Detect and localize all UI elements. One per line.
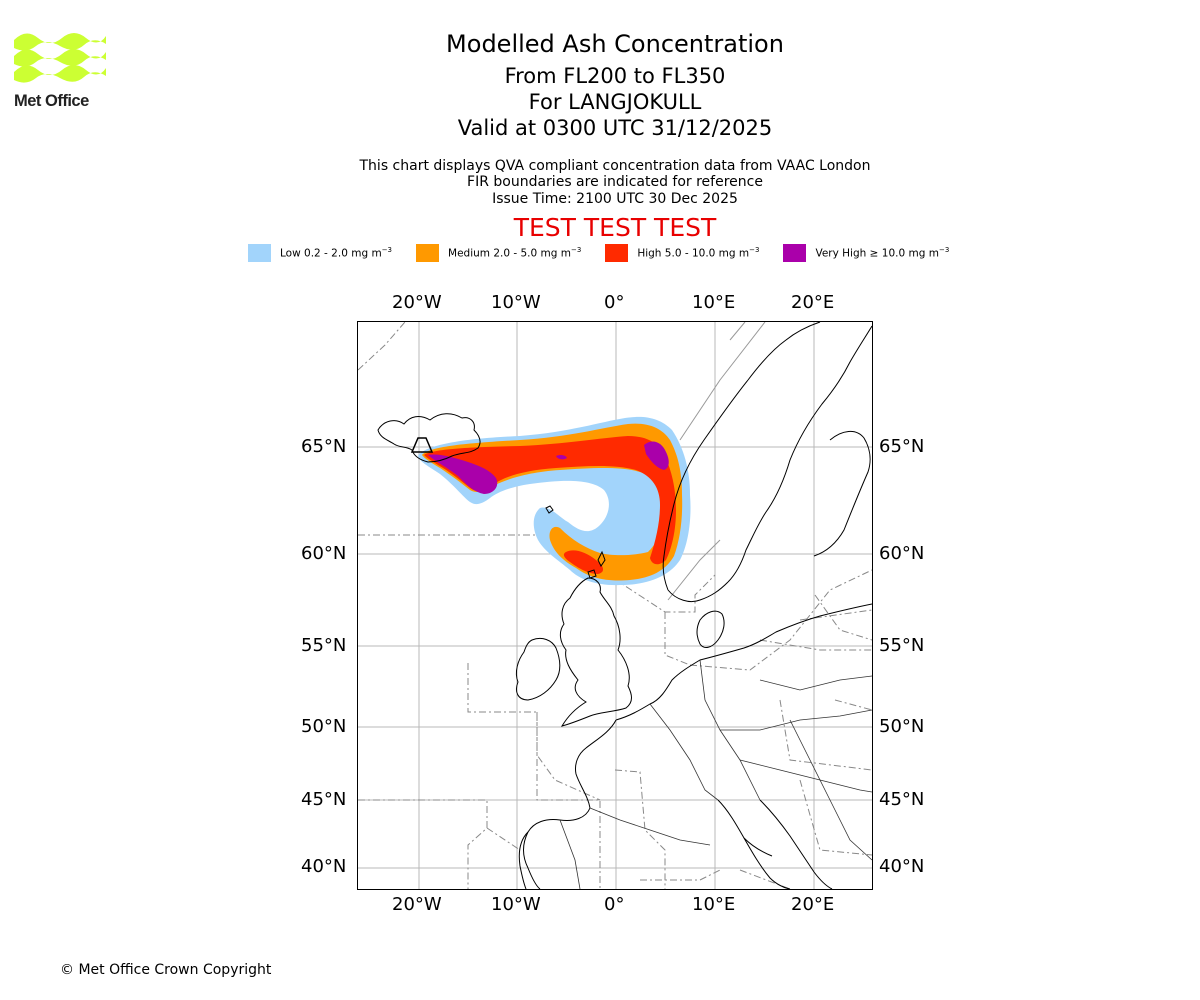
lat-label-right-40n: 40°N — [879, 856, 925, 877]
met-office-logo: Met Office — [14, 30, 114, 112]
lat-label-left-60n: 60°N — [301, 543, 347, 564]
fir-boundaries — [358, 322, 872, 889]
lon-label-top-20w: 20°W — [392, 292, 442, 313]
country-borders — [559, 659, 872, 889]
coastlines — [377, 322, 872, 889]
ash-medium-area-2 — [618, 490, 662, 550]
met-office-waves-icon — [14, 33, 106, 83]
met-office-logo-text: Met Office — [14, 92, 89, 110]
compliance-note: This chart displays QVA compliant concen… — [359, 158, 871, 174]
lat-label-right-55n: 55°N — [879, 635, 925, 656]
lat-label-right-50n: 50°N — [879, 716, 925, 737]
lon-label-bottom-20e: 20°E — [791, 894, 835, 915]
flight-level-range: From FL200 to FL350 — [504, 64, 726, 88]
lat-label-left-65n: 65°N — [301, 436, 347, 457]
lat-label-right-45n: 45°N — [879, 789, 925, 810]
map-canvas — [358, 322, 872, 889]
lat-label-right-60n: 60°N — [879, 543, 925, 564]
legend-swatch-low — [248, 244, 271, 262]
legend-item-high: High 5.0 - 10.0 mg m−3 — [605, 244, 759, 262]
legend-label-very-high: Very High ≥ 10.0 mg m−3 — [815, 246, 950, 260]
lon-label-bottom-0: 0° — [604, 894, 625, 915]
chart-title: Modelled Ash Concentration — [446, 30, 784, 58]
volcano-name: For LANGJOKULL — [528, 90, 702, 114]
ash-high-area-2 — [563, 550, 604, 574]
ash-very-high-area-2 — [644, 441, 669, 470]
lon-label-top-20e: 20°E — [791, 292, 835, 313]
legend-label-high: High 5.0 - 10.0 mg m−3 — [637, 246, 760, 260]
graticule — [358, 322, 872, 889]
legend-label-low: Low 0.2 - 2.0 mg m−3 — [280, 246, 393, 260]
legend: Low 0.2 - 2.0 mg m−3 Medium 2.0 - 5.0 mg… — [248, 244, 973, 262]
lon-label-bottom-20w: 20°W — [392, 894, 442, 915]
legend-item-low: Low 0.2 - 2.0 mg m−3 — [248, 244, 392, 262]
legend-item-very-high: Very High ≥ 10.0 mg m−3 — [783, 244, 949, 262]
ash-high-area — [424, 436, 676, 565]
ash-very-high-area-3 — [556, 454, 567, 460]
lat-label-left-40n: 40°N — [301, 856, 347, 877]
fir-solid-lines — [667, 322, 766, 601]
lon-label-bottom-10w: 10°W — [491, 894, 541, 915]
issue-time: Issue Time: 2100 UTC 30 Dec 2025 — [492, 191, 738, 207]
fir-note: FIR boundaries are indicated for referen… — [467, 174, 763, 190]
valid-time: Valid at 0300 UTC 31/12/2025 — [457, 116, 773, 140]
lon-label-top-0: 0° — [604, 292, 625, 313]
legend-swatch-medium — [416, 244, 440, 262]
legend-item-medium: Medium 2.0 - 5.0 mg m−3 — [416, 244, 581, 262]
legend-swatch-high — [605, 244, 629, 262]
legend-label-medium: Medium 2.0 - 5.0 mg m−3 — [448, 246, 582, 260]
lon-label-top-10e: 10°E — [692, 292, 736, 313]
legend-swatch-very-high — [783, 244, 807, 262]
lat-label-left-50n: 50°N — [301, 716, 347, 737]
ash-very-high-area — [428, 454, 498, 494]
volcano-marker-icon — [410, 437, 434, 453]
lat-label-left-45n: 45°N — [301, 789, 347, 810]
lat-label-left-55n: 55°N — [301, 635, 347, 656]
lat-label-right-65n: 65°N — [879, 436, 925, 457]
lon-label-bottom-10e: 10°E — [692, 894, 736, 915]
map-panel[interactable] — [357, 321, 873, 890]
lon-label-top-10w: 10°W — [491, 292, 541, 313]
copyright-notice: © Met Office Crown Copyright — [60, 962, 272, 978]
test-banner: TEST TEST TEST — [513, 213, 717, 242]
